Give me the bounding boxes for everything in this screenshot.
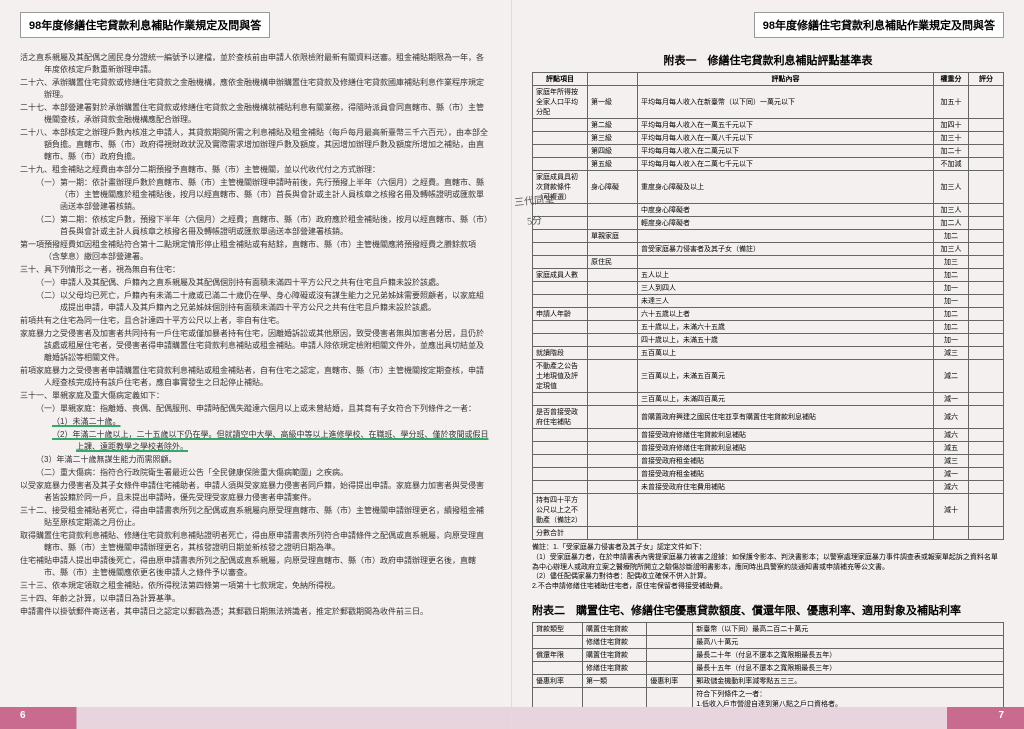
footer-bar-left: [0, 707, 511, 729]
handwritten-annotation-2: 5分: [526, 211, 542, 227]
left-body-text: 活之直系親屬及其配偶之國民身分證統一編號予以建檔，並於查核前由申請人依限檢附最新…: [20, 52, 491, 618]
page-number-left: 6: [20, 710, 26, 721]
table2-title: 附表二 購置住宅、修繕住宅優惠貸款額度、償還年限、優惠利率、適用對象及補貼利率: [532, 602, 1004, 618]
page-header-right: 98年度修繕住宅貸款利息補貼作業規定及問與答: [754, 12, 1004, 38]
scoring-criteria-table: 評點項目評點內容權重分評分家庭年所得按全家人口平均分配第一級平均每月每人收入在新…: [532, 72, 1004, 540]
page-number-right: 7: [998, 710, 1004, 721]
table1-title: 附表一 修繕住宅貸款利息補貼評點基準表: [532, 52, 1004, 68]
footer-bar-right: [512, 707, 1024, 729]
table1-notes: 備註：1.「受家庭暴力侵害者及其子女」認定文件如下：（1）受家庭暴力者，在於申請…: [532, 543, 1004, 592]
page-header-left: 98年度修繕住宅貸款利息補貼作業規定及問與答: [20, 12, 270, 38]
